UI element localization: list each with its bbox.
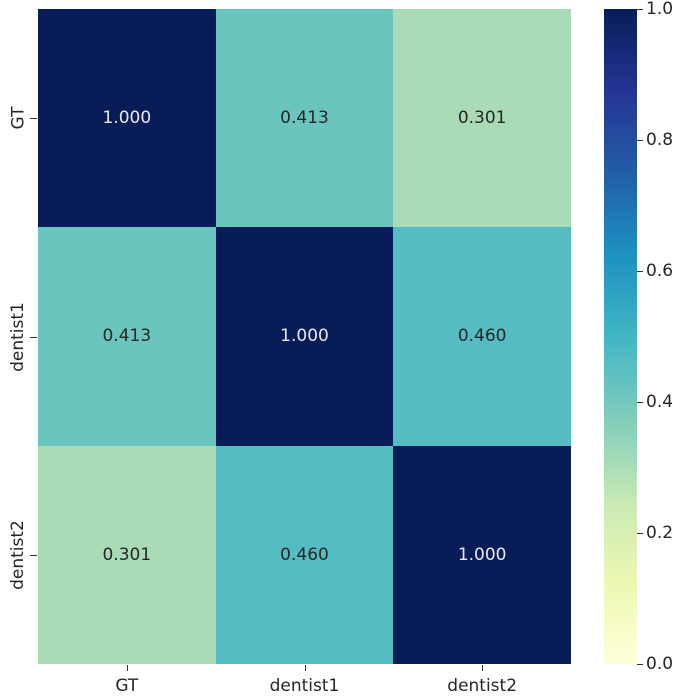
y-tick-label: dentist1 bbox=[7, 301, 28, 372]
y-tick bbox=[30, 336, 37, 338]
heatmap-cell: 1.000 bbox=[393, 445, 571, 664]
y-tick-label: GT bbox=[7, 106, 28, 130]
y-tick bbox=[30, 118, 37, 120]
colorbar-tick bbox=[637, 664, 643, 665]
colorbar-tick bbox=[637, 271, 643, 272]
x-tick-label: GT bbox=[115, 676, 139, 696]
y-tick bbox=[30, 554, 37, 556]
colorbar-tick bbox=[637, 533, 643, 534]
colorbar-tick-label: 1.0 bbox=[646, 0, 674, 19]
heatmap-cell: 0.413 bbox=[38, 227, 216, 446]
colorbar-tick-label: 0.0 bbox=[646, 654, 674, 674]
colorbar-tick bbox=[637, 9, 643, 10]
x-tick bbox=[126, 665, 128, 671]
heatmap-cell: 0.460 bbox=[393, 227, 571, 446]
colorbar-tick-label: 0.2 bbox=[646, 523, 674, 543]
heatmap-grid: 1.000 0.413 0.301 0.413 1.000 0.460 0.301 0.460… bbox=[38, 9, 571, 664]
colorbar-tick-label: 0.4 bbox=[646, 392, 674, 412]
x-tick bbox=[304, 665, 306, 671]
colorbar-tick bbox=[637, 402, 643, 403]
heatmap-cell: 0.301 bbox=[38, 445, 216, 664]
y-tick-label: dentist2 bbox=[7, 519, 28, 590]
heatmap-cell: 0.413 bbox=[215, 9, 394, 228]
x-tick-label: dentist2 bbox=[447, 676, 518, 696]
colorbar-tick-label: 0.6 bbox=[646, 261, 674, 281]
colorbar-tick-label: 0.8 bbox=[646, 130, 674, 150]
x-tick-label: dentist1 bbox=[269, 676, 340, 696]
x-tick bbox=[482, 665, 484, 671]
heatmap-cell: 1.000 bbox=[38, 9, 216, 228]
heatmap-cell: 1.000 bbox=[215, 227, 394, 446]
colorbar bbox=[604, 9, 637, 664]
heatmap-cell: 0.460 bbox=[215, 445, 394, 664]
colorbar-tick bbox=[637, 140, 643, 141]
heatmap-cell: 0.301 bbox=[393, 9, 571, 228]
